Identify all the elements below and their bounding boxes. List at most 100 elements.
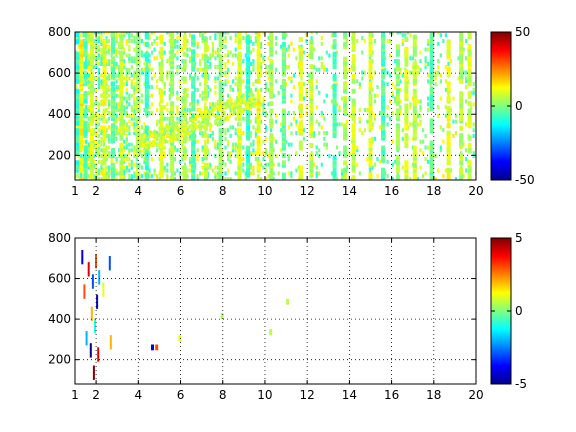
heatmap-cell bbox=[246, 130, 251, 136]
heatmap-cell bbox=[325, 131, 328, 136]
heatmap-cell bbox=[378, 159, 382, 164]
heatmap-cell bbox=[437, 59, 440, 64]
heatmap-cell bbox=[87, 105, 90, 110]
heatmap-cell bbox=[201, 171, 204, 176]
heatmap-cell bbox=[111, 81, 115, 87]
heatmap-cell bbox=[204, 142, 207, 147]
heatmap-cell bbox=[446, 106, 451, 111]
heatmap-cell bbox=[170, 101, 175, 107]
heatmap-cell bbox=[123, 171, 126, 176]
heatmap-cell bbox=[287, 142, 290, 147]
heatmap-cell bbox=[248, 92, 252, 96]
heatmap-cell bbox=[176, 108, 179, 113]
heatmap-cell bbox=[386, 122, 389, 127]
heatmap-cell bbox=[102, 39, 107, 45]
heatmap-cell bbox=[203, 145, 208, 151]
heatmap-cell bbox=[201, 157, 204, 161]
heatmap-cell bbox=[161, 59, 164, 64]
heatmap-cell bbox=[109, 338, 112, 341]
heatmap-cell bbox=[115, 136, 118, 141]
heatmap-cell bbox=[439, 96, 442, 101]
heatmap-cell bbox=[123, 174, 126, 179]
heatmap-cell bbox=[97, 154, 100, 159]
heatmap-cell bbox=[168, 125, 172, 128]
heatmap-cell bbox=[221, 87, 225, 92]
heatmap-cell bbox=[143, 41, 146, 46]
heatmap-cell bbox=[189, 168, 192, 173]
heatmap-cell bbox=[361, 36, 364, 41]
heatmap-cell bbox=[214, 119, 218, 123]
heatmap-cell bbox=[394, 67, 397, 72]
heatmap-cell bbox=[148, 93, 151, 98]
heatmap-cell bbox=[286, 298, 290, 302]
heatmap-cell bbox=[286, 301, 290, 305]
heatmap-cell bbox=[465, 56, 468, 61]
heatmap-cell bbox=[81, 261, 84, 265]
heatmap-cell bbox=[224, 73, 227, 78]
heatmap-cell bbox=[199, 131, 202, 136]
heatmap-cell bbox=[175, 126, 179, 129]
heatmap-cell bbox=[252, 139, 255, 144]
heatmap-cell bbox=[267, 36, 270, 41]
heatmap-cell bbox=[219, 104, 223, 108]
heatmap-cell bbox=[395, 167, 400, 173]
heatmap-cell bbox=[248, 107, 252, 111]
heatmap-cell bbox=[190, 118, 194, 122]
heatmap-cell bbox=[267, 102, 270, 107]
heatmap-cell bbox=[211, 44, 214, 49]
heatmap-cell bbox=[95, 44, 98, 49]
heatmap-cell bbox=[100, 39, 103, 43]
heatmap-cell bbox=[158, 177, 161, 180]
heatmap-cell bbox=[115, 113, 118, 118]
heatmap-cell bbox=[275, 154, 278, 159]
heatmap-cell bbox=[102, 32, 106, 35]
heatmap-cell bbox=[298, 140, 303, 146]
heatmap-cell bbox=[125, 53, 128, 58]
heatmap-cell bbox=[446, 130, 451, 136]
heatmap-cell bbox=[446, 49, 451, 55]
heatmap-cell bbox=[281, 115, 286, 121]
heatmap-cell bbox=[211, 50, 214, 55]
heatmap-cell bbox=[262, 56, 265, 61]
heatmap-cell bbox=[300, 76, 303, 81]
heatmap-cell bbox=[181, 108, 184, 113]
heatmap-cell bbox=[305, 39, 308, 43]
heatmap-cell bbox=[368, 101, 373, 107]
heatmap-cell bbox=[83, 150, 88, 156]
heatmap-cell bbox=[128, 33, 131, 38]
heatmap-cell bbox=[368, 49, 373, 55]
heatmap-cell bbox=[218, 165, 223, 171]
heatmap-cell bbox=[209, 62, 212, 66]
heatmap-cell bbox=[332, 155, 337, 161]
heatmap-cell bbox=[446, 81, 451, 87]
heatmap-cell bbox=[465, 99, 468, 104]
heatmap-cell bbox=[351, 98, 356, 104]
heatmap-cell bbox=[159, 54, 164, 60]
heatmap-cell bbox=[191, 106, 196, 111]
heatmap-cell bbox=[395, 49, 400, 55]
heatmap-cell bbox=[144, 66, 149, 72]
heatmap-cell bbox=[209, 105, 212, 110]
heatmap-cell bbox=[181, 154, 184, 159]
heatmap-cell bbox=[136, 96, 141, 102]
heatmap-cell bbox=[203, 150, 208, 156]
heatmap-cell bbox=[206, 139, 209, 144]
heatmap-cell bbox=[181, 157, 184, 161]
heatmap-cell bbox=[214, 102, 217, 107]
heatmap-cell bbox=[244, 67, 247, 72]
heatmap-cell bbox=[119, 73, 124, 79]
heatmap-cell bbox=[87, 122, 90, 127]
heatmap-cell bbox=[262, 96, 265, 101]
heatmap-cell bbox=[87, 128, 90, 133]
heatmap-cell bbox=[340, 168, 344, 173]
heatmap-cell bbox=[119, 61, 124, 67]
heatmap-cell bbox=[244, 85, 247, 89]
heatmap-cell bbox=[173, 44, 176, 49]
heatmap-cell bbox=[182, 122, 186, 126]
heatmap-cell bbox=[115, 79, 118, 84]
heatmap-cell bbox=[83, 49, 88, 55]
heatmap-cell bbox=[166, 59, 169, 64]
heatmap-cell bbox=[79, 177, 84, 180]
heatmap-cell bbox=[376, 157, 379, 161]
heatmap-cell bbox=[170, 86, 175, 92]
